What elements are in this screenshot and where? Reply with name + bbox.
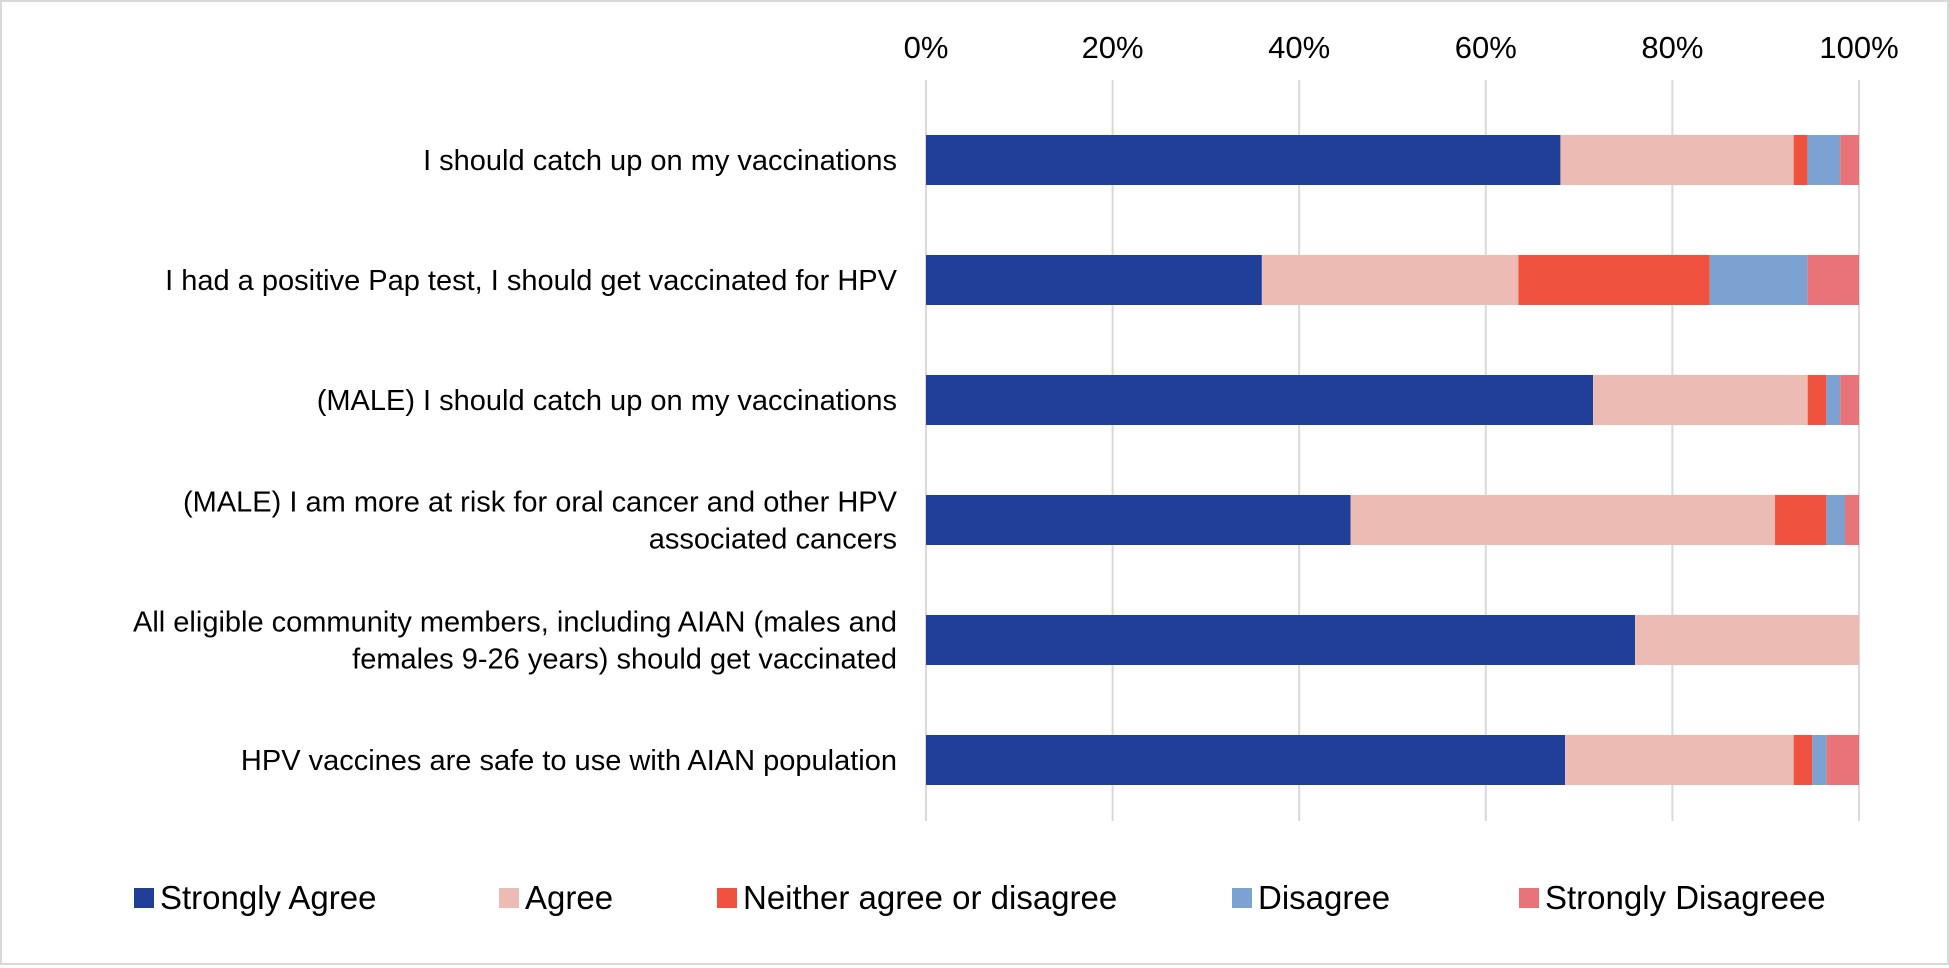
bar-segment: [1845, 495, 1859, 545]
legend-swatch: [1232, 888, 1252, 908]
legend-item[interactable]: Agree: [499, 879, 613, 916]
x-tick-label: 100%: [1819, 30, 1898, 65]
bar-segment: [1565, 735, 1794, 785]
bar-segment: [1635, 615, 1859, 665]
bar-segment: [1812, 735, 1827, 785]
category-labels: I should catch up on my vaccinations I ha…: [133, 145, 898, 777]
legend-item[interactable]: Strongly Agree: [134, 879, 376, 916]
x-tick-label: 0%: [904, 30, 949, 65]
bar-segment: [926, 615, 1636, 665]
legend-label: Disagree: [1258, 879, 1390, 916]
bar-segment: [1775, 495, 1827, 545]
x-tick-label: 80%: [1641, 30, 1703, 65]
legend-label: Neither agree or disagree: [743, 879, 1117, 916]
legend-swatch: [134, 888, 154, 908]
x-tick-label: 20%: [1082, 30, 1144, 65]
bar-segment: [1840, 375, 1859, 425]
category-label: I had a positive Pap test, I should get …: [165, 265, 898, 297]
legend-label: Agree: [525, 879, 613, 916]
bar-segment: [1350, 495, 1776, 545]
bar-segment: [1807, 375, 1827, 425]
bar-segment: [926, 255, 1262, 305]
legend-swatch: [499, 888, 519, 908]
category-label: (MALE) I should catch up on my vaccinati…: [317, 385, 897, 417]
bar-segment: [1560, 135, 1794, 185]
bar-segment: [926, 375, 1594, 425]
legend-label: Strongly Agree: [160, 879, 376, 916]
category-label: All eligible community members, includin…: [133, 607, 897, 639]
category-label: HPV vaccines are safe to use with AIAN p…: [241, 745, 897, 777]
bar-segment: [1826, 375, 1841, 425]
bar-segment: [1793, 135, 1808, 185]
legend-swatch: [717, 888, 737, 908]
bars: [926, 135, 1859, 785]
legend[interactable]: Strongly Agree Agree Neither agree or disa…: [134, 879, 1826, 916]
bar-segment: [1793, 735, 1813, 785]
bar-segment: [1709, 255, 1808, 305]
category-label: females 9-26 years) should get vaccinate…: [352, 644, 897, 676]
bar-segment: [926, 495, 1351, 545]
category-label: associated cancers: [649, 524, 897, 556]
bar-segment: [926, 735, 1566, 785]
bar-segment: [1826, 495, 1846, 545]
bar-segment: [926, 135, 1561, 185]
x-tick-label: 40%: [1268, 30, 1330, 65]
category-label: (MALE) I am more at risk for oral cancer…: [183, 487, 898, 519]
category-label: I should catch up on my vaccinations: [423, 145, 897, 177]
bar-segment: [1807, 255, 1859, 305]
bar-segment: [1840, 135, 1859, 185]
legend-item[interactable]: Disagree: [1232, 879, 1390, 916]
bar-segment: [1593, 375, 1808, 425]
x-axis-ticks: 0% 20% 40% 60% 80% 100%: [904, 30, 1899, 65]
x-tick-label: 60%: [1455, 30, 1517, 65]
bar-segment: [1518, 255, 1710, 305]
legend-item[interactable]: Strongly Disagreee: [1519, 879, 1826, 916]
bar-segment: [1826, 735, 1859, 785]
bar-segment: [1261, 255, 1519, 305]
legend-item[interactable]: Neither agree or disagree: [717, 879, 1117, 916]
legend-swatch: [1519, 888, 1539, 908]
gridlines: [925, 80, 1860, 821]
legend-label: Strongly Disagreee: [1545, 879, 1826, 916]
bar-segment: [1807, 135, 1841, 185]
